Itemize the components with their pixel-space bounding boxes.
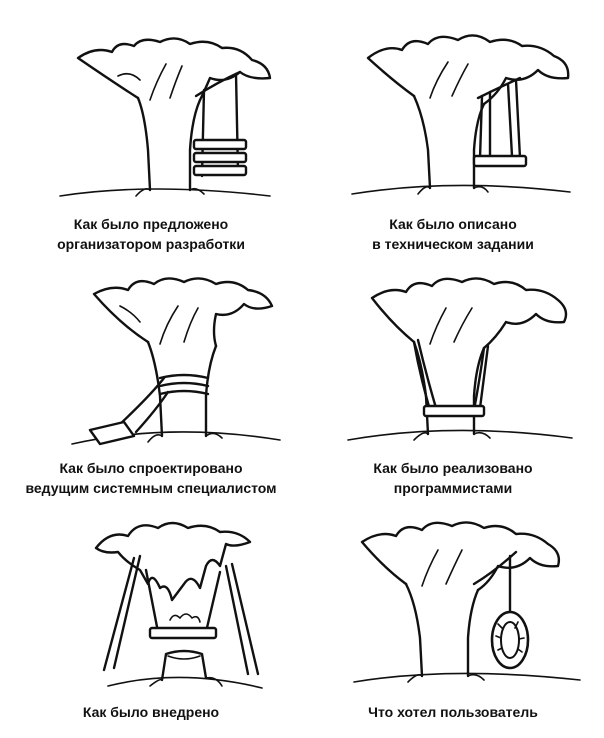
caption: Как было предложено организатором разраб… [0, 214, 302, 254]
tree-swing-ropes-from-trunk-illustration [347, 277, 573, 441]
panel-user-wanted: Что хотел пользователь [302, 492, 604, 738]
caption-line-2: в техническом задании [372, 236, 534, 252]
caption-line-2: программистами [393, 480, 513, 496]
caption: Как было спроектировано ведущим системны… [0, 458, 302, 498]
panel-implemented: Как было реализовано программистами [302, 246, 604, 496]
caption-line-1: Как было реализовано [373, 460, 533, 476]
caption-line-1: Как было спроектировано [59, 460, 243, 476]
swing-frame-cut-trunk-illustration [94, 521, 263, 689]
tree-swing-three-boards-illustration [59, 37, 272, 197]
caption-line-1: Как было предложено [73, 216, 229, 232]
caption-line-2: организатором разработки [57, 236, 245, 252]
tree-swing-wrapped-trunk-illustration [71, 277, 281, 446]
panel-designed: Как было спроектировано ведущим системны… [0, 246, 302, 496]
panel-described: Как было описано в техническом задании [302, 0, 604, 252]
caption: Что хотел пользователь [302, 702, 604, 722]
caption: Как было внедрено [0, 702, 302, 722]
tree-swing-branch-cut-illustration [351, 34, 571, 195]
caption-line-1: Как было внедрено [82, 704, 220, 720]
panel-deployed: Как было внедрено [0, 492, 302, 738]
caption: Как было описано в техническом задании [302, 214, 604, 254]
caption-line-1: Что хотел пользователь [368, 704, 538, 720]
caption: Как было реализовано программистами [302, 458, 604, 498]
caption-line-1: Как было описано [389, 216, 517, 232]
caption-line-2: ведущим системным специалистом [25, 480, 277, 496]
panel-proposed: Как было предложено организатором разраб… [0, 0, 302, 252]
tree-tire-swing-illustration [353, 521, 581, 683]
